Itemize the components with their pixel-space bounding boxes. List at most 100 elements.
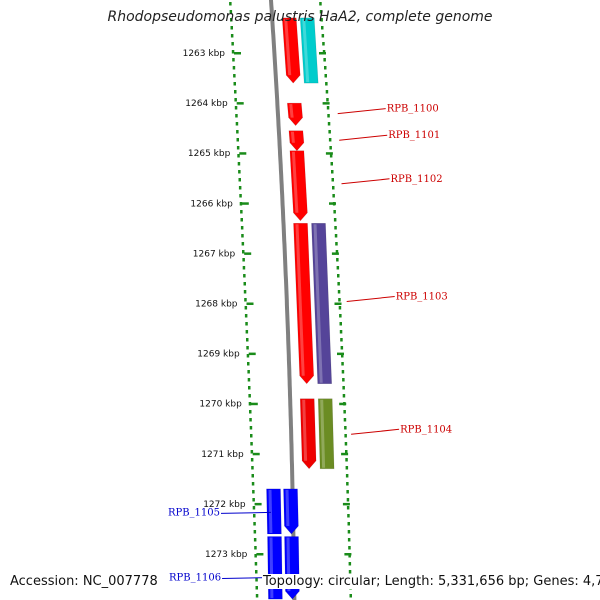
ruler-dotted-line-left bbox=[229, 2, 259, 598]
ruler-tick-label: 1273 kbp bbox=[205, 550, 248, 560]
ruler-dot bbox=[246, 338, 249, 342]
ruler-dot bbox=[339, 322, 342, 326]
genome-summary-text: Topology: circular; Length: 5,331,656 bp… bbox=[262, 574, 600, 589]
ruler-tick-mark bbox=[246, 302, 254, 305]
ruler-dot bbox=[230, 18, 233, 22]
ruler-dot bbox=[344, 426, 347, 430]
gene-label: RPB_1103 bbox=[396, 292, 448, 303]
ruler-dot bbox=[255, 578, 258, 582]
ruler-dot bbox=[240, 218, 243, 222]
ruler-dot bbox=[248, 402, 252, 406]
ruler-dot bbox=[232, 66, 236, 70]
gene-feature bbox=[311, 223, 333, 385]
gene-feature-highlight bbox=[302, 18, 310, 83]
gene-label: RPB_1106 bbox=[169, 573, 221, 584]
ruler-dot bbox=[332, 186, 335, 190]
ruler-dot bbox=[333, 218, 337, 222]
gene-label: RPB_1100 bbox=[387, 104, 439, 115]
map-title: Rhodopseudomonas palustris HaA2, complet… bbox=[107, 9, 493, 25]
ruler-dot bbox=[319, 2, 322, 6]
ruler-dot bbox=[251, 466, 254, 470]
ruler-dot bbox=[327, 114, 330, 118]
ruler-dot bbox=[245, 330, 249, 334]
ruler-dot bbox=[250, 458, 254, 462]
ruler-dot bbox=[246, 354, 250, 358]
ruler-dot bbox=[231, 50, 235, 54]
ruler-tick-mark bbox=[329, 202, 336, 205]
ruler-dot bbox=[333, 210, 336, 214]
gene-label-leader bbox=[337, 108, 386, 115]
ruler-dot bbox=[346, 482, 349, 486]
gene-feature-highlight bbox=[320, 399, 326, 468]
ruler-dot bbox=[252, 506, 256, 510]
ruler-dot bbox=[249, 426, 253, 430]
gene-feature bbox=[286, 102, 303, 127]
gene-feature bbox=[266, 488, 282, 535]
ruler-dot bbox=[234, 98, 237, 102]
ruler-dot bbox=[347, 514, 350, 518]
ruler-dot bbox=[342, 386, 345, 390]
ruler-tick-label: 1268 kbp bbox=[195, 300, 238, 310]
ruler-dot bbox=[252, 490, 255, 494]
ruler-dot bbox=[230, 34, 234, 38]
ruler-dot bbox=[236, 138, 239, 142]
ruler-dot bbox=[247, 378, 251, 382]
ruler-dot bbox=[339, 330, 343, 334]
ruler-dot bbox=[336, 258, 339, 262]
ruler-dot bbox=[243, 290, 247, 294]
ruler-tick-mark bbox=[341, 452, 349, 456]
ruler-dot bbox=[253, 538, 257, 542]
ruler-tick-mark bbox=[239, 152, 247, 155]
ruler-dot bbox=[253, 522, 256, 526]
gene-label-leader bbox=[351, 428, 400, 435]
ruler-dot bbox=[348, 570, 352, 574]
ruler-dot bbox=[232, 58, 235, 62]
ruler-dot bbox=[243, 274, 246, 278]
ruler-dot bbox=[238, 186, 242, 190]
ruler-dot bbox=[340, 346, 344, 350]
gene-label-leader bbox=[220, 511, 272, 514]
ruler-tick-mark bbox=[252, 452, 260, 456]
ruler-tick-mark bbox=[254, 502, 262, 506]
ruler-tick-mark bbox=[342, 502, 350, 506]
ruler-dot bbox=[253, 514, 256, 518]
gene-label: RPB_1104 bbox=[400, 424, 452, 435]
ruler-dot bbox=[245, 322, 248, 326]
ruler-tick-mark bbox=[331, 252, 339, 255]
ruler-dot bbox=[246, 346, 249, 350]
ruler-dot bbox=[249, 418, 252, 422]
ruler-dot bbox=[344, 434, 347, 438]
ruler-dot bbox=[239, 202, 243, 206]
ruler-tick-mark bbox=[334, 302, 342, 305]
ruler-dot bbox=[343, 410, 346, 414]
ruler-dot bbox=[346, 490, 349, 494]
ruler-dot bbox=[242, 266, 246, 270]
gene-labels: RPB_1100 RPB_1101 RPB_1102 RPB_1103 RPB_1104… bbox=[168, 104, 452, 584]
ruler-tick-mark bbox=[319, 52, 326, 55]
ruler-dot bbox=[339, 314, 342, 318]
ruler-dot bbox=[250, 434, 253, 438]
ruler-dot bbox=[244, 306, 248, 310]
ruler-dot bbox=[342, 394, 346, 398]
ruler-tick-mark bbox=[339, 402, 347, 406]
ruler-dot bbox=[321, 26, 324, 30]
ruler-dot bbox=[337, 282, 340, 286]
gene-label: RPB_1102 bbox=[391, 174, 443, 185]
ruler-dot bbox=[244, 314, 248, 318]
ruler-dot bbox=[244, 298, 247, 302]
ruler-dot bbox=[239, 194, 242, 198]
ruler-dot bbox=[327, 122, 331, 126]
ruler-tick-label: 1269 kbp bbox=[197, 350, 240, 360]
ruler-dot bbox=[240, 226, 244, 230]
gene-feature-highlight bbox=[302, 399, 308, 461]
ruler-dot bbox=[326, 98, 329, 102]
ruler-dot bbox=[247, 370, 250, 374]
ruler-dot bbox=[336, 266, 340, 270]
ruler-dot bbox=[348, 546, 351, 550]
ruler-dot bbox=[325, 90, 329, 94]
ruler-dot bbox=[322, 50, 326, 54]
ruler-dot bbox=[341, 354, 344, 358]
gene-label: RPB_1101 bbox=[388, 130, 440, 141]
ruler-dot bbox=[345, 450, 348, 454]
